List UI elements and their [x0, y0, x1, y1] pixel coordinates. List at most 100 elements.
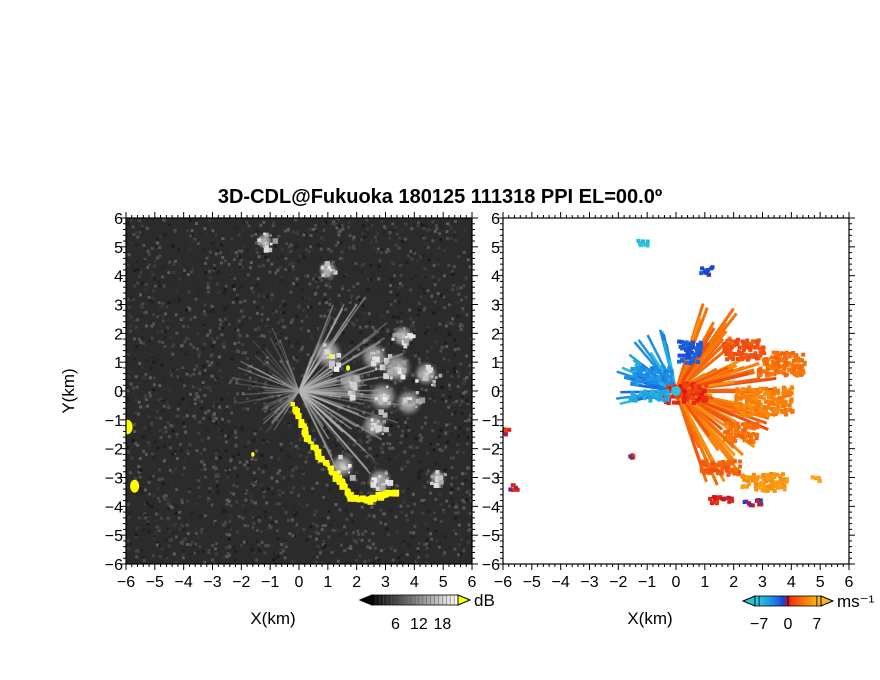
noise-pixel [354, 406, 358, 410]
echo-speck [390, 376, 393, 380]
echo-speck [418, 400, 422, 405]
noise-pixel [307, 444, 311, 448]
noise-pixel [322, 445, 326, 448]
noise-pixel [203, 533, 207, 537]
noise-pixel [202, 337, 206, 341]
noise-pixel [319, 551, 322, 555]
noise-pixel [321, 524, 325, 528]
noise-pixel [160, 396, 164, 400]
noise-pixel [394, 456, 398, 460]
noise-pixel [383, 226, 387, 230]
noise-pixel [187, 247, 191, 251]
noise-pixel [209, 354, 213, 358]
velocity-pixel [664, 375, 669, 380]
noise-pixel [294, 444, 298, 448]
noise-pixel [409, 544, 413, 548]
noise-pixel [157, 301, 161, 305]
noise-pixel [348, 345, 352, 349]
noise-pixel [185, 414, 189, 418]
noise-pixel [368, 438, 372, 442]
echo-speck [431, 383, 434, 386]
noise-pixel [336, 241, 340, 244]
noise-pixel [363, 401, 367, 404]
noise-pixel [355, 558, 359, 562]
noise-pixel [129, 329, 133, 333]
velocity-pixel [802, 362, 807, 367]
noise-pixel [398, 241, 402, 244]
noise-pixel [164, 430, 168, 434]
noise-pixel [216, 362, 219, 365]
noise-pixel [168, 468, 172, 472]
velocity-pixel [799, 358, 804, 363]
noise-pixel [308, 431, 312, 435]
echo-speck [338, 454, 343, 460]
noise-pixel [317, 253, 321, 257]
highlight-pixel [310, 444, 316, 450]
noise-pixel [371, 532, 375, 536]
noise-pixel [409, 324, 413, 328]
velocity-pixel [786, 393, 791, 398]
noise-pixel [423, 224, 427, 228]
velocity-pixel [757, 502, 762, 507]
x-tick-label: −2 [232, 574, 250, 591]
noise-pixel [205, 256, 209, 260]
snr-ray [232, 376, 300, 392]
noise-pixel [282, 311, 286, 315]
noise-pixel [305, 229, 308, 233]
velocity-pixel [729, 345, 734, 350]
velocity-pixel [719, 470, 724, 475]
noise-pixel [155, 324, 159, 328]
velocity-pixel [643, 242, 648, 247]
noise-pixel [458, 324, 462, 328]
y-tick-label: 2 [491, 326, 500, 343]
velocity-pixel [646, 374, 650, 379]
noise-pixel [265, 501, 269, 505]
noise-pixel [147, 263, 151, 267]
noise-pixel [250, 481, 253, 485]
snr-ray [280, 360, 300, 392]
noise-pixel [223, 555, 227, 558]
noise-pixel [455, 338, 459, 342]
velocity-pixel [761, 348, 765, 353]
velocity-pixel [744, 342, 749, 347]
velocity-colorbar-segment [797, 596, 800, 606]
velocity-pixel [697, 346, 702, 351]
echo-speck [323, 357, 326, 360]
noise-pixel [400, 510, 404, 514]
noise-pixel [436, 421, 440, 425]
noise-pixel [465, 235, 468, 239]
noise-pixel [426, 452, 429, 456]
velocity-pixel [778, 370, 783, 375]
noise-pixel [394, 409, 398, 413]
noise-pixel [289, 474, 293, 478]
velocity-colorbar-segment [815, 596, 818, 606]
noise-pixel [132, 233, 136, 237]
noise-pixel [440, 485, 444, 488]
noise-pixel [435, 227, 439, 231]
velocity-colorbar-segment [811, 596, 814, 606]
y-tick-label: 3 [114, 298, 123, 315]
noise-pixel [326, 430, 330, 434]
noise-pixel [393, 274, 396, 278]
noise-pixel [278, 324, 282, 328]
velocity-pixel [727, 470, 732, 475]
noise-pixel [294, 380, 298, 384]
noise-pixel [358, 554, 362, 558]
noise-pixel [467, 523, 471, 527]
noise-pixel [302, 308, 306, 312]
noise-pixel [341, 419, 345, 422]
velocity-pixel [665, 394, 670, 399]
noise-pixel [137, 471, 141, 474]
noise-pixel [335, 511, 339, 515]
velocity-pixel [661, 375, 666, 380]
noise-pixel [235, 378, 239, 382]
noise-pixel [280, 448, 284, 452]
noise-pixel [182, 466, 186, 470]
noise-pixel [170, 345, 174, 348]
noise-pixel [200, 530, 204, 534]
noise-pixel [241, 516, 245, 520]
echo-speck [327, 266, 331, 269]
velocity-pixel [664, 400, 669, 405]
echo-speck [349, 394, 356, 401]
noise-pixel [262, 295, 266, 299]
